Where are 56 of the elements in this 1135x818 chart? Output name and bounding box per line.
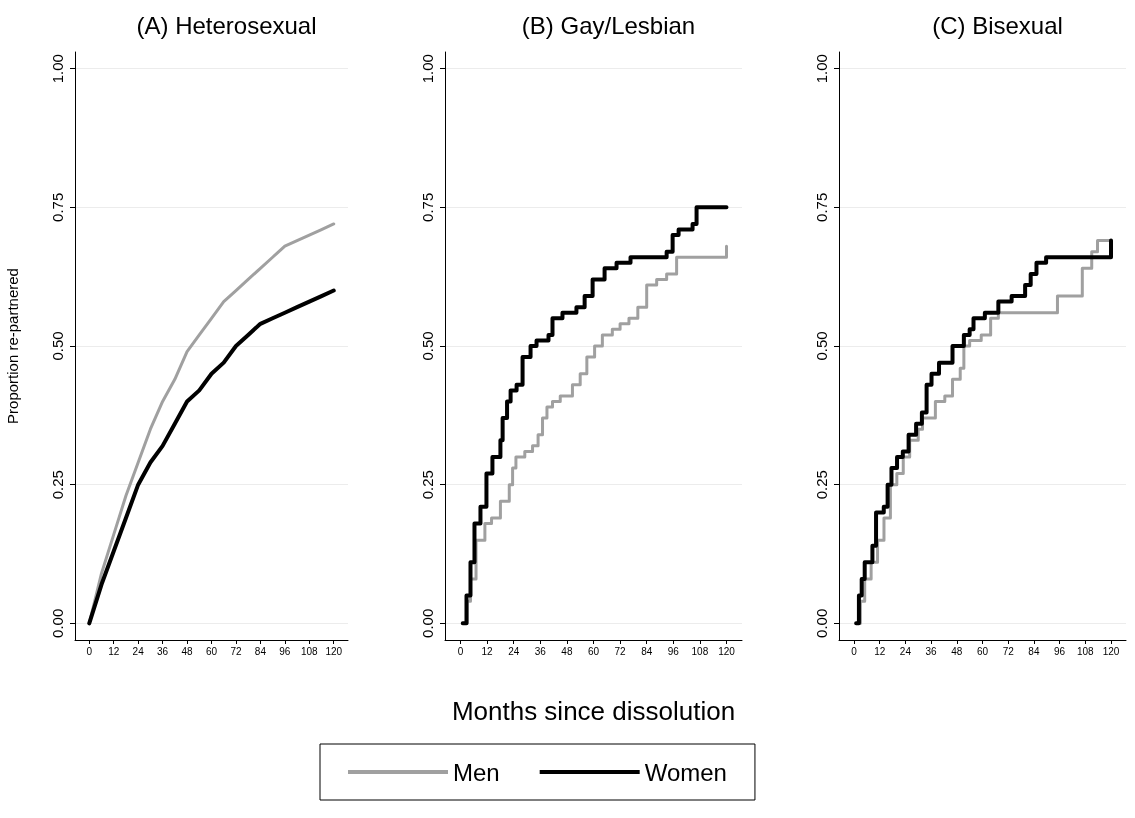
legend-label: Women: [644, 758, 727, 786]
x-tick-label: 108: [691, 645, 709, 657]
x-tick-label: 72: [614, 645, 627, 657]
x-tick-label: 120: [1102, 645, 1120, 657]
x-tick-label: 84: [1028, 645, 1040, 657]
y-tick-label: 0.75: [813, 192, 830, 222]
x-tick-label: 120: [718, 645, 736, 657]
y-tick-label: 0.25: [49, 470, 66, 500]
y-tick-label: 0.75: [49, 192, 66, 222]
legend-label: Men: [453, 758, 500, 786]
x-tick-label: 60: [976, 645, 989, 657]
x-tick-label: 36: [534, 645, 547, 657]
x-tick-label: 108: [300, 645, 319, 657]
y-tick-label: 0.00: [813, 608, 830, 638]
x-tick-label: 60: [587, 645, 600, 657]
x-tick-label: 12: [874, 645, 886, 657]
chart-title: (A) Heterosexual: [136, 11, 317, 39]
x-tick-label: 24: [132, 645, 145, 657]
x-tick-label: 60: [205, 645, 218, 657]
y-tick-label: 0.50: [813, 331, 830, 361]
y-tick-label: 0.25: [419, 470, 436, 500]
x-tick-label: 48: [181, 645, 194, 657]
x-tick-label: 0: [457, 645, 464, 657]
x-tick-label: 48: [561, 645, 573, 657]
x-tick-label: 24: [508, 645, 520, 657]
x-tick-label: 108: [1076, 645, 1095, 657]
x-tick-label: 12: [108, 645, 120, 657]
line-series: [87, 288, 336, 626]
x-tick-label: 48: [951, 645, 963, 657]
y-tick-label: 0.75: [419, 192, 436, 222]
x-tick-label: 72: [1002, 645, 1015, 657]
x-tick-label: 24: [899, 645, 912, 657]
x-tick-label: 96: [1054, 645, 1066, 657]
y-tick-label: 1.00: [49, 54, 66, 84]
y-tick-label: 1.00: [813, 54, 830, 84]
x-tick-label: 36: [925, 645, 938, 657]
y-tick-label: 1.00: [419, 54, 436, 84]
x-tick-label: 96: [667, 645, 680, 657]
chart-title: (B) Gay/Lesbian: [521, 11, 696, 39]
x-tick-label: 96: [279, 645, 291, 657]
x-tick-label: 12: [481, 645, 494, 657]
y-tick-label: 0.50: [49, 331, 66, 361]
y-tick-label: 0.00: [419, 608, 436, 638]
x-axis-title: Months since dissolution: [451, 696, 736, 726]
y-axis-title: Proportion re-partnered: [4, 268, 21, 424]
chart-title: (C) Bisexual: [932, 11, 1063, 39]
x-tick-label: 0: [851, 645, 858, 657]
x-tick-label: 120: [325, 645, 343, 657]
x-tick-label: 84: [641, 645, 653, 657]
y-tick-label: 0.50: [419, 331, 436, 361]
x-tick-label: 0: [86, 645, 93, 657]
x-tick-label: 36: [157, 645, 169, 657]
y-tick-label: 0.25: [813, 470, 830, 500]
x-tick-label: 72: [230, 645, 242, 657]
x-tick-label: 84: [254, 645, 267, 657]
y-tick-label: 0.00: [49, 608, 66, 638]
